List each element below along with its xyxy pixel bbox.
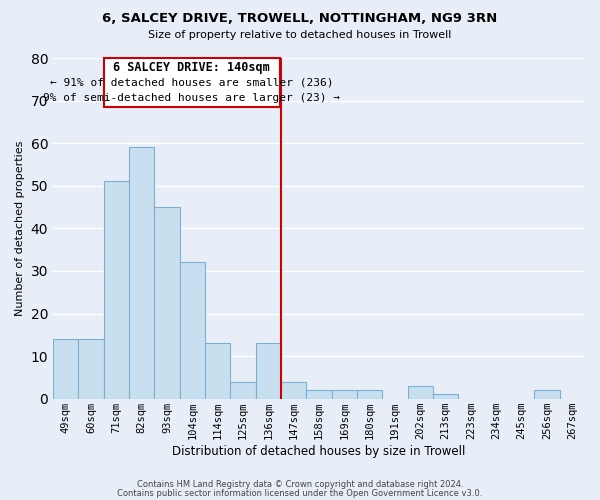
Bar bbox=[433, 394, 458, 398]
Text: Size of property relative to detached houses in Trowell: Size of property relative to detached ho… bbox=[148, 30, 452, 40]
Y-axis label: Number of detached properties: Number of detached properties bbox=[15, 140, 25, 316]
Bar bbox=[104, 182, 129, 398]
Bar bbox=[535, 390, 560, 398]
Text: 6 SALCEY DRIVE: 140sqm: 6 SALCEY DRIVE: 140sqm bbox=[113, 62, 270, 74]
Bar bbox=[205, 344, 230, 398]
Bar bbox=[407, 386, 433, 398]
Text: Contains HM Land Registry data © Crown copyright and database right 2024.: Contains HM Land Registry data © Crown c… bbox=[137, 480, 463, 489]
Bar bbox=[154, 207, 179, 398]
Bar bbox=[79, 339, 104, 398]
Bar bbox=[256, 344, 281, 398]
Bar bbox=[332, 390, 357, 398]
Bar bbox=[357, 390, 382, 398]
Text: 6, SALCEY DRIVE, TROWELL, NOTTINGHAM, NG9 3RN: 6, SALCEY DRIVE, TROWELL, NOTTINGHAM, NG… bbox=[103, 12, 497, 26]
FancyBboxPatch shape bbox=[104, 58, 280, 107]
Bar bbox=[230, 382, 256, 398]
X-axis label: Distribution of detached houses by size in Trowell: Distribution of detached houses by size … bbox=[172, 444, 466, 458]
Bar bbox=[179, 262, 205, 398]
Bar bbox=[129, 148, 154, 398]
Text: 9% of semi-detached houses are larger (23) →: 9% of semi-detached houses are larger (2… bbox=[43, 93, 340, 103]
Text: Contains public sector information licensed under the Open Government Licence v3: Contains public sector information licen… bbox=[118, 489, 482, 498]
Bar bbox=[53, 339, 79, 398]
Text: ← 91% of detached houses are smaller (236): ← 91% of detached houses are smaller (23… bbox=[50, 77, 334, 87]
Bar bbox=[281, 382, 307, 398]
Bar bbox=[307, 390, 332, 398]
